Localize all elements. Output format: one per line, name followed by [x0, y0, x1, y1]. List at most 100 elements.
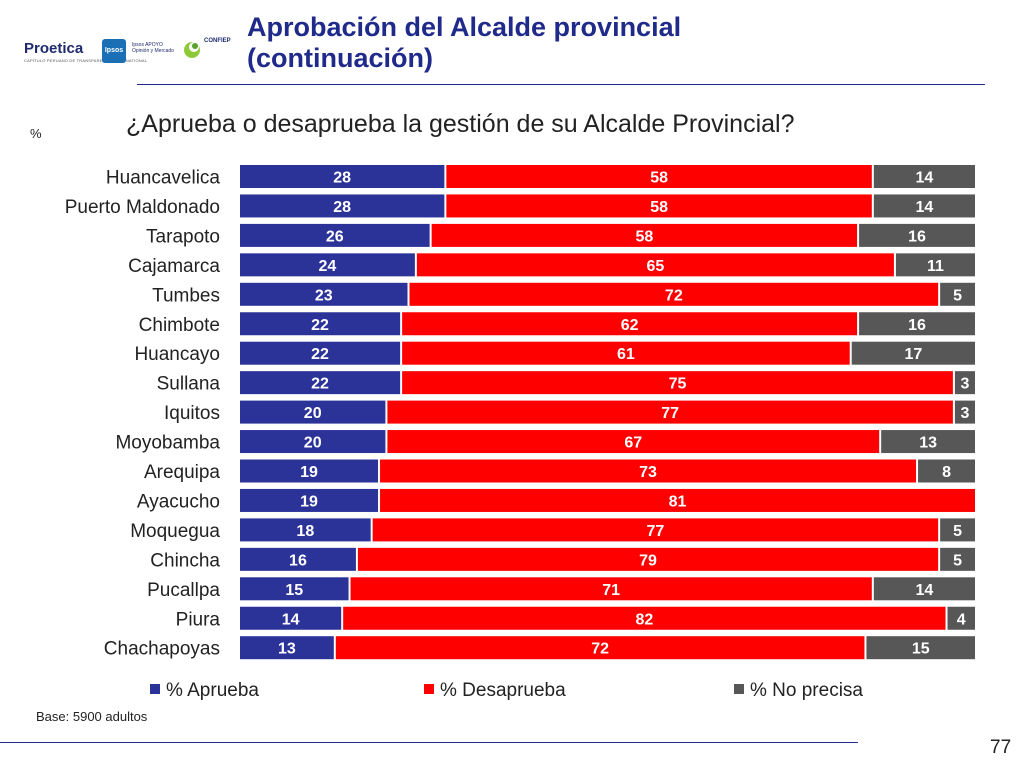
bar-segment: [940, 518, 975, 542]
bar-segment: [240, 223, 430, 247]
data-label: 77: [661, 405, 679, 422]
bar-segment: [240, 312, 401, 336]
data-label: 23: [315, 287, 333, 304]
proetica-logo-subtext: CAPÍTULO PERUANO DE TRANSPARENCY INTERNA…: [24, 58, 148, 63]
data-label: 22: [311, 346, 329, 363]
data-label: 15: [912, 641, 930, 658]
confiep-leaf-icon: [184, 42, 200, 58]
data-label: 0: [975, 493, 984, 510]
chart-title: ¿Aprueba o desaprueba la gestión de su A…: [126, 110, 795, 138]
bar-segment: [851, 341, 975, 365]
data-label: 82: [635, 611, 653, 628]
bar-segment: [240, 341, 401, 365]
legend-label: % No precisa: [750, 680, 863, 701]
data-label: 14: [282, 611, 300, 628]
data-label: 13: [278, 641, 296, 658]
confiep-logo-text: CONFIEP: [204, 38, 231, 44]
data-label: 65: [647, 258, 665, 275]
header-divider: [137, 84, 985, 85]
bar-segment: [350, 577, 872, 601]
data-label: 18: [296, 523, 314, 540]
bar-segment: [343, 606, 946, 630]
ipsos-apoyo-logo-line1: Ipsos APOYO: [132, 42, 163, 48]
page-title-line2: (continuación): [247, 43, 433, 73]
data-label: 3: [960, 405, 969, 422]
legend-label: % Desaprueba: [440, 680, 566, 701]
bar-segment: [402, 371, 953, 395]
data-label: 24: [319, 258, 337, 275]
bar-segment: [446, 165, 872, 188]
category-label: Arequipa: [144, 462, 220, 483]
bar-segment: [240, 518, 371, 542]
bar-segment: [240, 606, 342, 630]
data-label: 5: [953, 523, 962, 540]
bar-segment: [402, 341, 850, 365]
bar-segment: [881, 430, 975, 454]
bar-segment: [873, 194, 975, 218]
bar-segment: [866, 636, 975, 660]
bar-segment: [859, 223, 975, 247]
footer-divider: [0, 742, 858, 743]
data-label: 14: [916, 199, 934, 216]
data-label: 4: [957, 611, 966, 628]
page-title: Aprobación del Alcalde provincial (conti…: [247, 12, 681, 74]
bar-segment: [402, 312, 858, 336]
bar-segment: [416, 253, 894, 277]
category-label: Huancavelica: [106, 168, 220, 189]
data-label: 16: [908, 228, 926, 245]
data-label: 72: [665, 287, 683, 304]
category-label: Chincha: [150, 550, 220, 571]
data-label: 22: [311, 317, 329, 334]
bar-segment: [335, 636, 865, 660]
logo-strip: Proetica CAPÍTULO PERUANO DE TRANSPARENC…: [24, 36, 239, 72]
data-label: 67: [624, 435, 642, 452]
category-label: Iquitos: [164, 403, 220, 424]
bar-segment: [873, 577, 975, 601]
bar-segment: [895, 253, 975, 277]
legend-label: % Aprueba: [166, 680, 259, 701]
category-label: Sullana: [157, 374, 221, 395]
data-label: 17: [904, 346, 922, 363]
category-label: Tumbes: [152, 285, 220, 306]
bar-segment: [240, 400, 386, 424]
category-label: Moquegua: [130, 521, 220, 542]
bar-segment: [240, 371, 401, 395]
category-label: Piura: [176, 609, 221, 630]
bar-segment: [873, 165, 975, 188]
category-label: Pucallpa: [147, 580, 220, 601]
data-label: 20: [304, 435, 322, 452]
bar-segment: [954, 371, 975, 395]
data-label: 26: [326, 228, 344, 245]
category-label: Chimbote: [139, 315, 220, 336]
data-label: 16: [289, 552, 307, 569]
data-label: 8: [942, 464, 951, 481]
data-label: 28: [333, 170, 351, 187]
data-label: 81: [669, 493, 687, 510]
bar-segment: [947, 606, 975, 630]
bar-segment: [431, 223, 858, 247]
data-label: 28: [333, 199, 351, 216]
bar-segment: [446, 194, 872, 218]
bar-segment: [380, 488, 975, 512]
page-number: 77: [990, 737, 1012, 758]
bar-segment: [387, 400, 953, 424]
bar-segment: [240, 282, 408, 306]
bar-segment: [380, 459, 917, 483]
data-label: 58: [650, 170, 668, 187]
bar-segment: [240, 165, 445, 188]
bar-segment: [240, 636, 334, 660]
data-label: 5: [953, 287, 962, 304]
proetica-logo-text: Proetica: [24, 40, 84, 57]
data-label: 14: [916, 582, 934, 599]
data-label: 22: [311, 376, 329, 393]
ipsos-apoyo-logo: Ipsos APOYO Opinión y Mercado: [132, 42, 174, 54]
category-label: Puerto Maldonado: [65, 197, 220, 218]
unit-label: %: [30, 126, 42, 141]
ipsos-apoyo-logo-line2: Opinión y Mercado: [132, 48, 174, 54]
category-label: Moyobamba: [115, 433, 220, 454]
bar-segment: [240, 547, 356, 571]
bar-segment: [918, 459, 975, 483]
data-label: 72: [591, 641, 609, 658]
category-label: Ayacucho: [137, 491, 220, 512]
